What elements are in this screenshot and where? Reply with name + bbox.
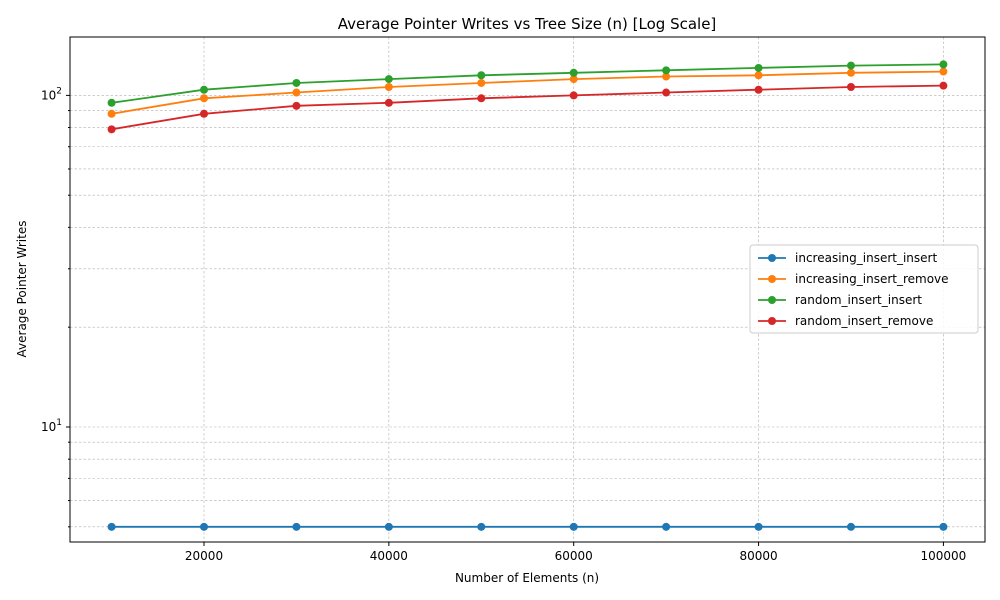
data-point-increasing_insert_remove — [384, 83, 393, 92]
data-point-increasing_insert_insert — [477, 522, 486, 531]
data-point-random_insert_insert — [107, 98, 116, 107]
data-point-random_insert_insert — [569, 68, 578, 77]
data-point-random_insert_insert — [477, 71, 486, 80]
data-point-random_insert_insert — [200, 85, 209, 94]
x-tick-label: 40000 — [370, 549, 408, 563]
data-point-random_insert_insert — [662, 66, 671, 75]
data-point-increasing_insert_remove — [200, 94, 209, 103]
data-point-random_insert_remove — [477, 94, 486, 103]
data-point-random_insert_insert — [292, 78, 301, 87]
legend-box — [749, 244, 979, 334]
series-group — [107, 60, 948, 531]
x-tick-label: 60000 — [555, 549, 593, 563]
series-line-random_insert_insert — [111, 63, 944, 104]
data-point-increasing_insert_remove — [107, 109, 116, 118]
plot-area-frame — [69, 36, 986, 543]
data-point-random_insert_remove — [939, 81, 948, 90]
data-point-random_insert_insert — [384, 75, 393, 84]
x-tick-label: 80000 — [739, 549, 777, 563]
y-axis: 101 102 — [41, 86, 70, 528]
series-line-random_insert_remove — [111, 84, 944, 131]
series-line-increasing_insert_remove — [111, 70, 944, 115]
x-axis-label: Number of Elements (n) — [455, 571, 599, 585]
data-point-random_insert_remove — [662, 88, 671, 97]
legend-label: increasing_insert_remove — [795, 272, 949, 286]
data-point-increasing_insert_insert — [384, 522, 393, 531]
data-point-increasing_insert_remove — [292, 88, 301, 97]
legend-swatch-marker — [768, 275, 776, 283]
data-point-increasing_insert_remove — [754, 71, 763, 80]
chart-title: Average Pointer Writes vs Tree Size (n) … — [338, 15, 717, 33]
legend: increasing_insert_insert increasing_inser… — [749, 244, 979, 334]
data-point-random_insert_remove — [107, 125, 116, 134]
data-point-increasing_insert_remove — [569, 75, 578, 84]
data-point-increasing_insert_remove — [662, 72, 671, 81]
y-tick-label: 101 — [41, 418, 62, 434]
legend-label: random_insert_remove — [795, 314, 933, 328]
data-point-random_insert_remove — [569, 91, 578, 100]
legend-label: random_insert_insert — [795, 293, 922, 307]
x-axis: 20000 40000 60000 80000 100000 — [185, 542, 966, 563]
data-point-random_insert_remove — [200, 109, 209, 118]
legend-swatch-marker — [768, 317, 776, 325]
data-point-increasing_insert_remove — [939, 67, 948, 76]
legend-label: increasing_insert_insert — [795, 251, 937, 265]
data-point-increasing_insert_insert — [846, 522, 855, 531]
data-point-increasing_insert_insert — [200, 522, 209, 531]
y-tick-label: 102 — [41, 86, 62, 102]
data-point-increasing_insert_insert — [939, 522, 948, 531]
data-point-increasing_insert_insert — [754, 522, 763, 531]
data-point-increasing_insert_insert — [662, 522, 671, 531]
data-point-increasing_insert_insert — [292, 522, 301, 531]
data-point-increasing_insert_insert — [569, 522, 578, 531]
legend-swatch-marker — [768, 254, 776, 262]
data-point-random_insert_remove — [292, 101, 301, 110]
data-point-increasing_insert_insert — [107, 522, 116, 531]
data-point-random_insert_remove — [754, 85, 763, 94]
x-tick-label: 100000 — [921, 549, 967, 563]
data-point-random_insert_remove — [384, 98, 393, 107]
data-point-increasing_insert_remove — [477, 78, 486, 87]
data-point-increasing_insert_remove — [846, 68, 855, 77]
data-point-random_insert_insert — [939, 60, 948, 69]
y-axis-label: Average Pointer Writes — [15, 221, 29, 358]
legend-swatch-marker — [768, 296, 776, 304]
data-point-random_insert_insert — [754, 63, 763, 72]
x-tick-label: 20000 — [185, 549, 223, 563]
data-point-random_insert_remove — [846, 83, 855, 92]
data-point-random_insert_insert — [846, 61, 855, 70]
